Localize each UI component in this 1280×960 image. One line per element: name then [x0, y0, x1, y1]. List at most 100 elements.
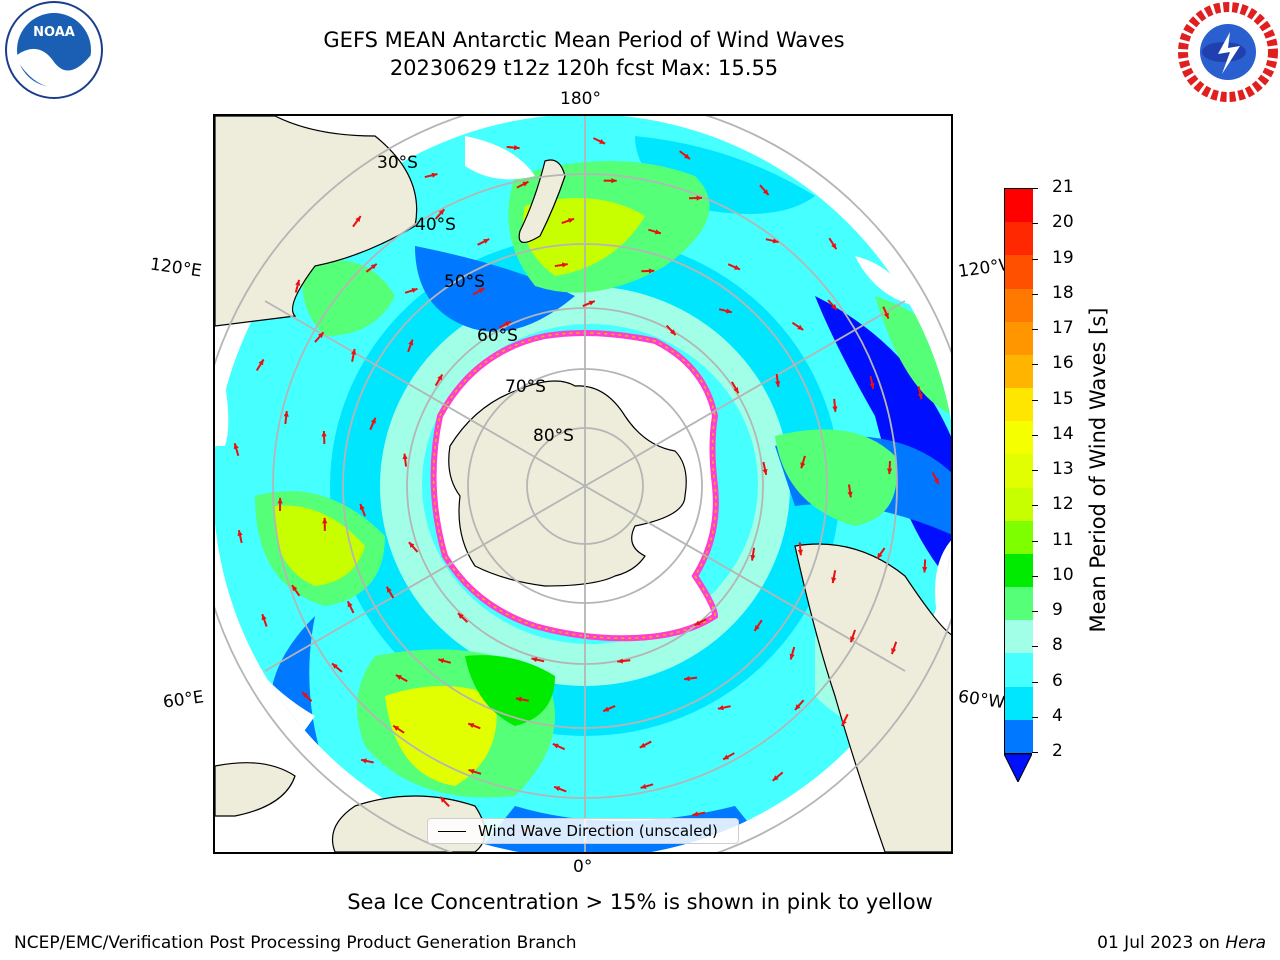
colorbar-tick	[1032, 752, 1038, 753]
footer-credit: NCEP/EMC/Verification Post Processing Pr…	[14, 933, 577, 953]
wave-direction-arrowhead	[869, 383, 875, 389]
wave-direction-arrowhead	[750, 554, 756, 561]
sea-ice-note: Sea Ice Concentration > 15% is shown in …	[347, 890, 933, 914]
wind-wave-arrows	[233, 137, 940, 834]
colorbar-tick-label: 21	[1052, 177, 1074, 197]
wave-direction-arrowhead	[295, 279, 301, 286]
wave-direction-arrowhead	[504, 321, 511, 327]
wave-direction-arrowhead	[437, 374, 443, 381]
colorbar-segment	[1005, 620, 1033, 654]
wave-direction-arrowhead	[302, 692, 308, 698]
wave-direction-arrowhead	[478, 288, 485, 294]
wave-direction-arrowhead	[258, 359, 264, 366]
new-zealand-land	[518, 159, 566, 243]
lat-label-40s: 40°S	[415, 215, 456, 235]
colorbar-label: Mean Period of Wind Waves [s]	[1086, 307, 1110, 633]
wave-direction-arrowhead	[522, 181, 529, 187]
wave-direction-arrowhead	[762, 468, 768, 475]
wave-direction-arrowhead	[611, 178, 617, 184]
south-america-land	[794, 543, 951, 852]
colorbar-tick-label: 15	[1052, 388, 1074, 409]
colorbar-segment	[1005, 719, 1033, 753]
colorbar-segment	[1005, 222, 1033, 256]
colorbar-tick-label: 8	[1052, 635, 1063, 656]
wave-direction-arrowhead	[393, 725, 400, 731]
wave-direction-arrowhead	[883, 312, 889, 319]
colorbar-under-arrow	[1004, 753, 1032, 782]
wave-direction-arrowhead	[692, 811, 699, 817]
colorbar-segments	[1004, 188, 1033, 754]
wave-direction-arrowhead	[617, 658, 623, 664]
wave-direction-arrowhead	[561, 262, 568, 268]
wave-direction-arrowhead	[568, 218, 575, 224]
wave-direction-arrowhead	[411, 287, 418, 293]
colorbar-segment	[1005, 520, 1033, 554]
colorbar-tick	[1032, 540, 1038, 542]
wave-direction-arrowhead	[515, 696, 522, 702]
wave-direction-arrowhead	[351, 348, 357, 355]
colorbar-tick-label: 2	[1052, 741, 1063, 761]
plot-subtitle: 20230629 t12z 120h fcst Max: 15.55	[389, 56, 779, 80]
colorbar-segment	[1005, 587, 1033, 621]
lon-label-bottom: 0°	[573, 857, 593, 877]
colorbar-tick	[1032, 434, 1038, 436]
colorbar-tick-label: 9	[1052, 600, 1063, 620]
wave-direction-arrowhead	[599, 139, 606, 144]
wave-direction-arrowhead	[431, 172, 438, 178]
colorbar-tick	[1032, 258, 1038, 260]
colorbar-tick-label: 13	[1052, 459, 1074, 479]
wave-direction-arrowhead	[603, 706, 610, 712]
colorbar-tick	[1032, 611, 1038, 612]
wave-direction-arrowhead	[763, 189, 769, 195]
wave-direction-arrowhead	[468, 769, 475, 775]
wave-direction-arrowhead	[831, 577, 837, 584]
colorbar-tick	[1032, 329, 1038, 330]
wave-direction-arrowhead	[877, 552, 883, 559]
colorbar-tick-label: 16	[1052, 353, 1074, 374]
wave-direction-arrowhead	[669, 329, 676, 336]
wave-direction-arrowhead	[775, 381, 781, 387]
colorbar-tick-label: 4	[1052, 705, 1063, 726]
wave-direction-arrowhead	[386, 586, 392, 593]
colorbar-segment	[1005, 553, 1033, 588]
lon-label-left-lower: 60°E	[161, 687, 206, 713]
colorbar-segment	[1005, 388, 1033, 422]
wave-direction-arrowhead	[733, 387, 739, 394]
wave-direction-arrowhead	[800, 462, 806, 469]
lon-label-left-upper: 120°E	[148, 254, 203, 282]
wave-direction-arrowhead	[332, 663, 338, 669]
map-svg	[215, 116, 951, 852]
lon-label-top: 180°	[560, 89, 601, 109]
wave-direction-arrowhead	[696, 195, 703, 201]
colorbar-segment	[1005, 686, 1033, 720]
wave-direction-arrowhead	[554, 786, 561, 792]
colorbar-tick-label: 6	[1052, 670, 1063, 691]
graticule	[215, 116, 951, 852]
wave-direction-arrowhead	[886, 468, 893, 475]
nws-logo	[1178, 2, 1278, 102]
colorbar-segment	[1005, 189, 1033, 223]
colorbar-tick-label: 12	[1052, 494, 1074, 515]
wave-direction-arrowhead	[468, 723, 475, 728]
footer-machine: Hera	[1225, 933, 1266, 953]
wave-direction-arrowhead	[754, 625, 760, 631]
colorbar-tick-label: 18	[1052, 282, 1074, 303]
lat-label-30s: 30°S	[377, 153, 418, 173]
plot-title: GEFS MEAN Antarctic Mean Period of Wind …	[323, 28, 845, 52]
colorbar-tick-label: 19	[1052, 247, 1074, 268]
wave-direction-arrowhead	[847, 491, 853, 498]
wave-direction-arrowhead	[261, 614, 267, 621]
colorbar-segment	[1005, 653, 1033, 687]
lat-label-80s: 80°S	[533, 426, 574, 446]
wave-direction-arrowhead	[639, 742, 646, 748]
colorbar-tick-label: 11	[1052, 529, 1074, 550]
wave-direction-arrowhead	[789, 653, 795, 660]
wave-direction-arrowhead	[438, 209, 445, 216]
wave-direction-arrowhead	[841, 719, 847, 726]
colorbar-tick	[1032, 188, 1038, 189]
lat-label-60s: 60°S	[477, 326, 518, 346]
wave-direction-arrowhead	[772, 238, 779, 244]
colorbar-segment	[1005, 255, 1033, 289]
wave-direction-arrowhead	[933, 478, 939, 485]
wave-direction-arrowhead	[831, 243, 837, 250]
